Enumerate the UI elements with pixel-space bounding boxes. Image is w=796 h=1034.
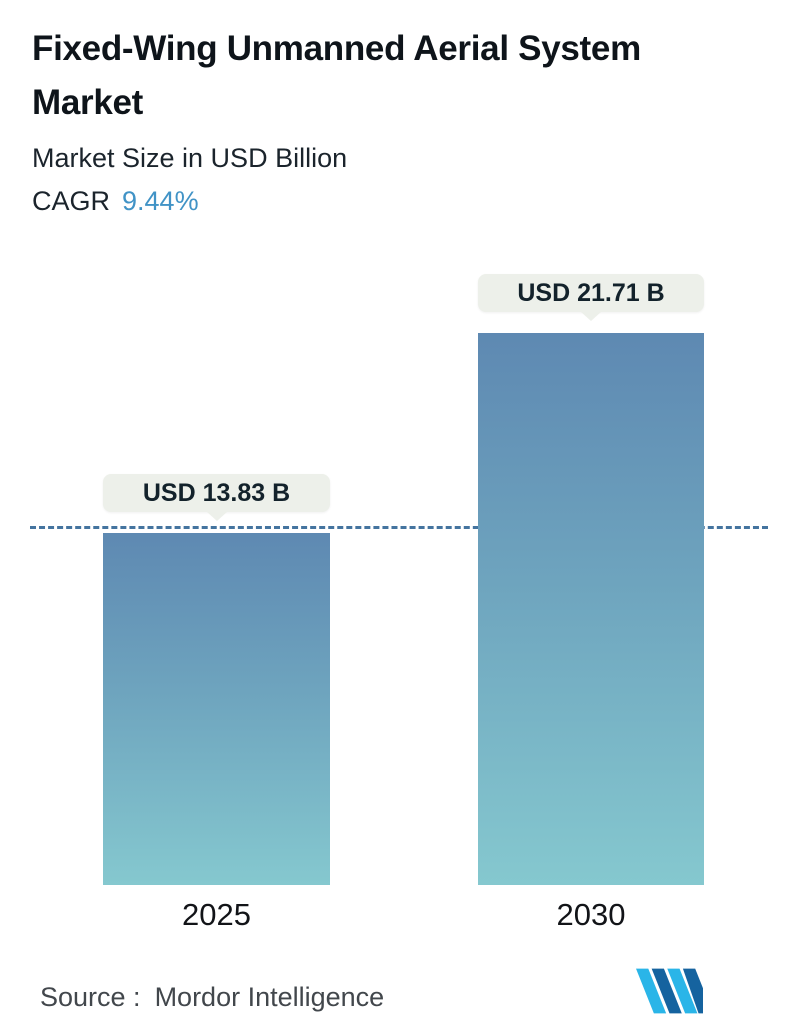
bar-group-2030: USD 21.71 B (478, 274, 704, 885)
cagr-row: CAGR 9.44% (32, 186, 752, 217)
bar-2025 (103, 533, 330, 885)
bubble-pointer-icon (581, 312, 601, 321)
bubble-pointer-icon (206, 512, 227, 521)
cagr-reference-line (30, 526, 768, 529)
chart-header: Fixed-Wing Unmanned Aerial System Market… (32, 22, 752, 217)
bar-2030 (478, 333, 704, 885)
value-label-2025: USD 13.83 B (103, 474, 330, 512)
cagr-value: 9.44% (122, 185, 199, 216)
source-label: Source : (40, 982, 141, 1012)
mordor-intelligence-logo-icon (636, 968, 703, 1014)
bar-chart: USD 13.83 B USD 21.71 B (0, 255, 796, 885)
value-label-2030: USD 21.71 B (478, 274, 704, 312)
bar-group-2025: USD 13.83 B (103, 474, 330, 885)
x-axis-label-2030: 2030 (556, 897, 626, 932)
source-value: Mordor Intelligence (154, 982, 385, 1012)
chart-title: Fixed-Wing Unmanned Aerial System Market (32, 29, 641, 123)
bubble-spacer (478, 321, 704, 333)
x-axis-label-2025: 2025 (182, 897, 251, 932)
chart-subtitle: Market Size in USD Billion (32, 142, 348, 173)
cagr-label: CAGR (32, 185, 111, 216)
bubble-spacer (103, 521, 330, 533)
source-text: Source : Mordor Intelligence (40, 982, 384, 1013)
